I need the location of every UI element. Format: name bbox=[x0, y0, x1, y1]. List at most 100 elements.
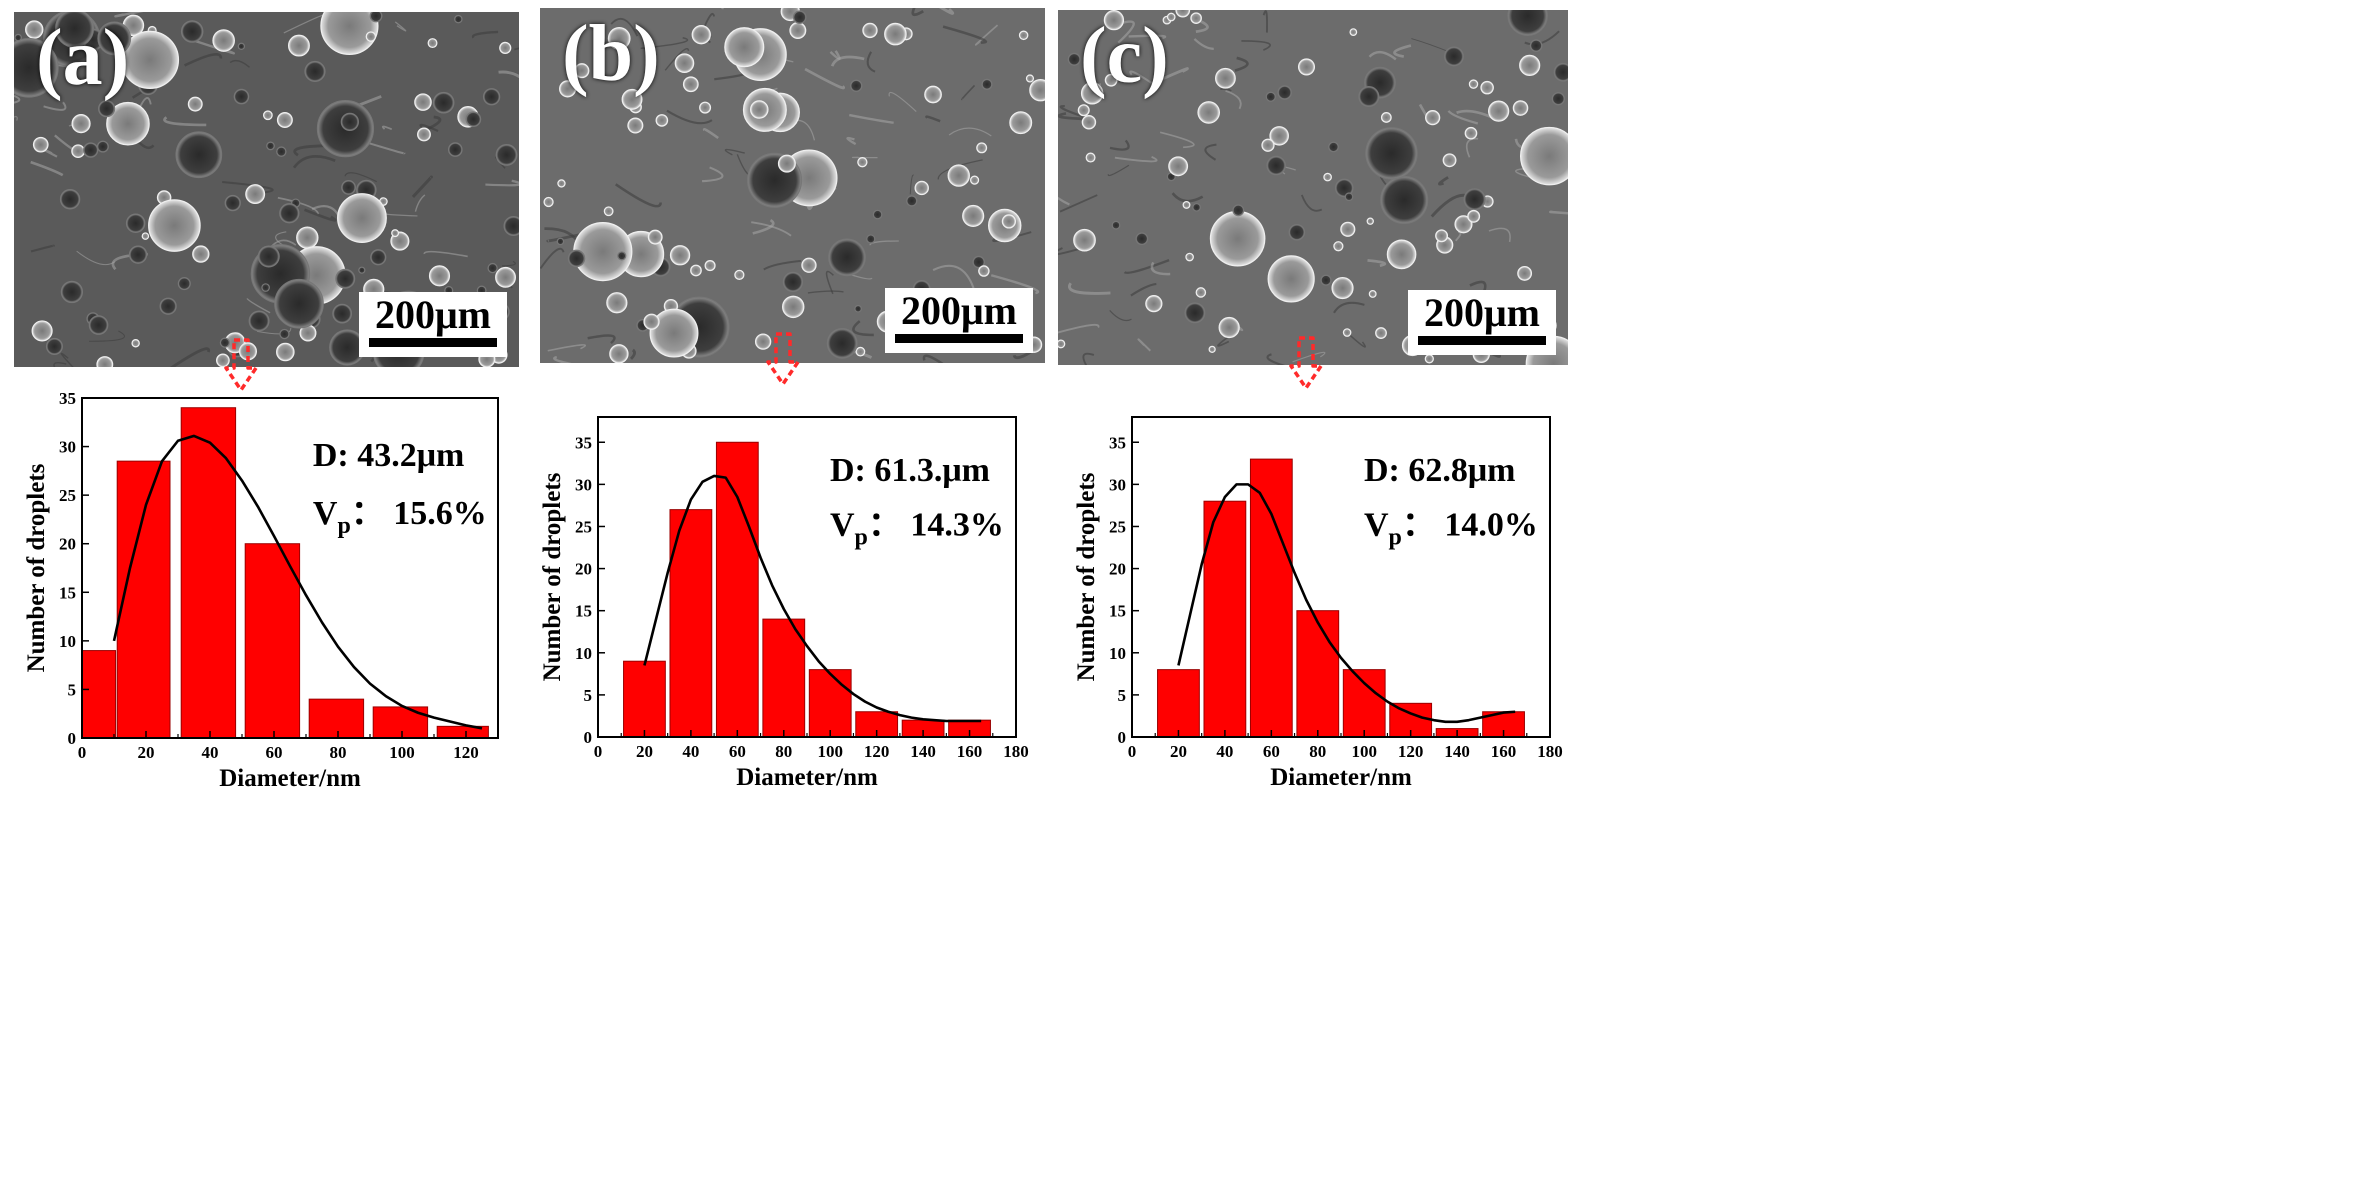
x-tick-label: 120 bbox=[1398, 742, 1424, 761]
sem-droplet bbox=[1067, 52, 1081, 66]
sem-droplet bbox=[857, 156, 868, 168]
sem-droplet bbox=[1265, 91, 1276, 102]
sem-texture-streak bbox=[909, 174, 915, 195]
histogram-a: 0 20 40 60 80 100 120 0 5 10 15 20 25 30 35 Diameter/nm… bbox=[0, 388, 520, 792]
sem-droplet bbox=[972, 255, 985, 269]
x-tick-label: 40 bbox=[682, 742, 699, 761]
sem-droplet bbox=[180, 20, 204, 43]
sem-texture-streak bbox=[114, 12, 144, 18]
sem-droplet bbox=[1168, 156, 1189, 177]
arrow-shape bbox=[1289, 336, 1323, 390]
sem-droplet bbox=[1208, 345, 1216, 353]
sem-droplet bbox=[1261, 138, 1275, 152]
sem-texture-streak bbox=[14, 94, 21, 104]
y-tick-label: 30 bbox=[59, 438, 76, 457]
sem-droplet bbox=[1077, 104, 1090, 117]
sem-texture-streak bbox=[53, 361, 67, 367]
sem-droplet bbox=[1464, 126, 1478, 140]
sem-droplet bbox=[1386, 239, 1417, 270]
y-tick-label: 10 bbox=[1109, 644, 1126, 663]
sem-droplet bbox=[417, 127, 431, 142]
sem-droplet bbox=[850, 79, 863, 92]
panel-label-b: (b) bbox=[562, 10, 660, 98]
sem-droplet bbox=[1182, 200, 1191, 209]
sem-texture-streak bbox=[137, 141, 155, 150]
y-tick-label: 5 bbox=[1118, 686, 1127, 705]
sem-droplet bbox=[128, 245, 148, 264]
sem-texture-streak bbox=[1368, 50, 1397, 61]
sem-droplet bbox=[978, 265, 990, 277]
sem-droplet bbox=[1192, 202, 1201, 212]
sem-texture-streak bbox=[1333, 301, 1365, 314]
x-axis-label: Diameter/nm bbox=[219, 765, 361, 792]
sem-droplet bbox=[332, 303, 353, 324]
sem-droplet bbox=[1349, 28, 1358, 36]
sem-texture-streak bbox=[763, 259, 802, 271]
sem-texture-streak bbox=[948, 127, 992, 137]
sem-droplet bbox=[248, 310, 270, 332]
sem-texture-streak bbox=[1151, 67, 1189, 85]
sem-droplet bbox=[465, 111, 482, 128]
sem-droplet bbox=[1368, 289, 1377, 298]
scale-bar-line-a bbox=[369, 338, 497, 347]
sem-droplet bbox=[682, 76, 699, 93]
y-tick-label: 20 bbox=[575, 560, 592, 579]
y-axis-label: Number of droplets bbox=[539, 472, 566, 681]
sem-texture-streak bbox=[825, 270, 834, 295]
sem-droplet bbox=[649, 308, 699, 358]
sem-droplet bbox=[734, 269, 745, 280]
sem-droplet bbox=[557, 179, 566, 188]
y-tick-label: 0 bbox=[68, 729, 77, 748]
sem-texture-streak bbox=[14, 116, 18, 121]
sem-droplet bbox=[262, 110, 273, 121]
sem-texture-streak bbox=[1266, 353, 1286, 365]
y-tick-label: 15 bbox=[1109, 602, 1126, 621]
sem-texture-streak bbox=[724, 148, 745, 156]
panel-label-a: (a) bbox=[36, 14, 130, 102]
sem-droplet bbox=[503, 215, 519, 237]
sem-droplet bbox=[1080, 82, 1104, 105]
sem-texture-streak bbox=[304, 208, 337, 222]
sem-droplet bbox=[1266, 155, 1286, 176]
sem-texture-streak bbox=[1193, 38, 1214, 51]
sem-texture-streak bbox=[1456, 109, 1493, 119]
y-tick-label: 10 bbox=[59, 632, 76, 651]
sem-texture-streak bbox=[1082, 352, 1095, 365]
sem-texture-streak bbox=[1059, 105, 1089, 120]
x-tick-label: 60 bbox=[1263, 742, 1280, 761]
sem-droplet bbox=[482, 88, 501, 106]
scale-bar-b: 200μm bbox=[885, 288, 1033, 353]
sem-texture-streak bbox=[246, 298, 271, 314]
sem-image-a: (a) 200μm bbox=[14, 12, 519, 367]
sem-texture-streak bbox=[1109, 139, 1130, 151]
histogram-bar bbox=[715, 441, 759, 738]
sem-droplet bbox=[414, 93, 432, 111]
sem-droplet bbox=[1519, 54, 1541, 76]
sem-droplet bbox=[370, 249, 387, 266]
sem-droplet bbox=[969, 175, 980, 185]
y-tick-label: 10 bbox=[575, 644, 592, 663]
sem-droplet bbox=[335, 268, 356, 289]
sem-droplet bbox=[1185, 252, 1194, 262]
histogram-bar bbox=[1342, 669, 1386, 738]
y-tick-label: 5 bbox=[584, 686, 593, 705]
sem-droplet bbox=[617, 251, 627, 261]
sem-texture-streak bbox=[1195, 20, 1209, 34]
x-tick-label: 80 bbox=[330, 743, 347, 762]
sem-droplet bbox=[699, 101, 712, 114]
sem-droplet bbox=[906, 195, 918, 207]
sem-texture-streak bbox=[169, 347, 211, 367]
sem-droplet bbox=[432, 91, 455, 114]
x-tick-label: 40 bbox=[1216, 742, 1233, 761]
sem-droplet bbox=[801, 257, 817, 273]
sem-texture-streak bbox=[701, 166, 724, 183]
sem-droplet bbox=[976, 142, 988, 154]
sem-droplet bbox=[98, 100, 116, 118]
sem-texture-streak bbox=[192, 39, 236, 55]
sem-droplet bbox=[187, 96, 203, 112]
sem-droplet bbox=[647, 229, 663, 245]
sem-texture-streak bbox=[1447, 110, 1479, 125]
histogram-bar bbox=[1249, 458, 1293, 738]
arrow-shape bbox=[766, 332, 800, 386]
sem-droplet bbox=[14, 33, 22, 42]
